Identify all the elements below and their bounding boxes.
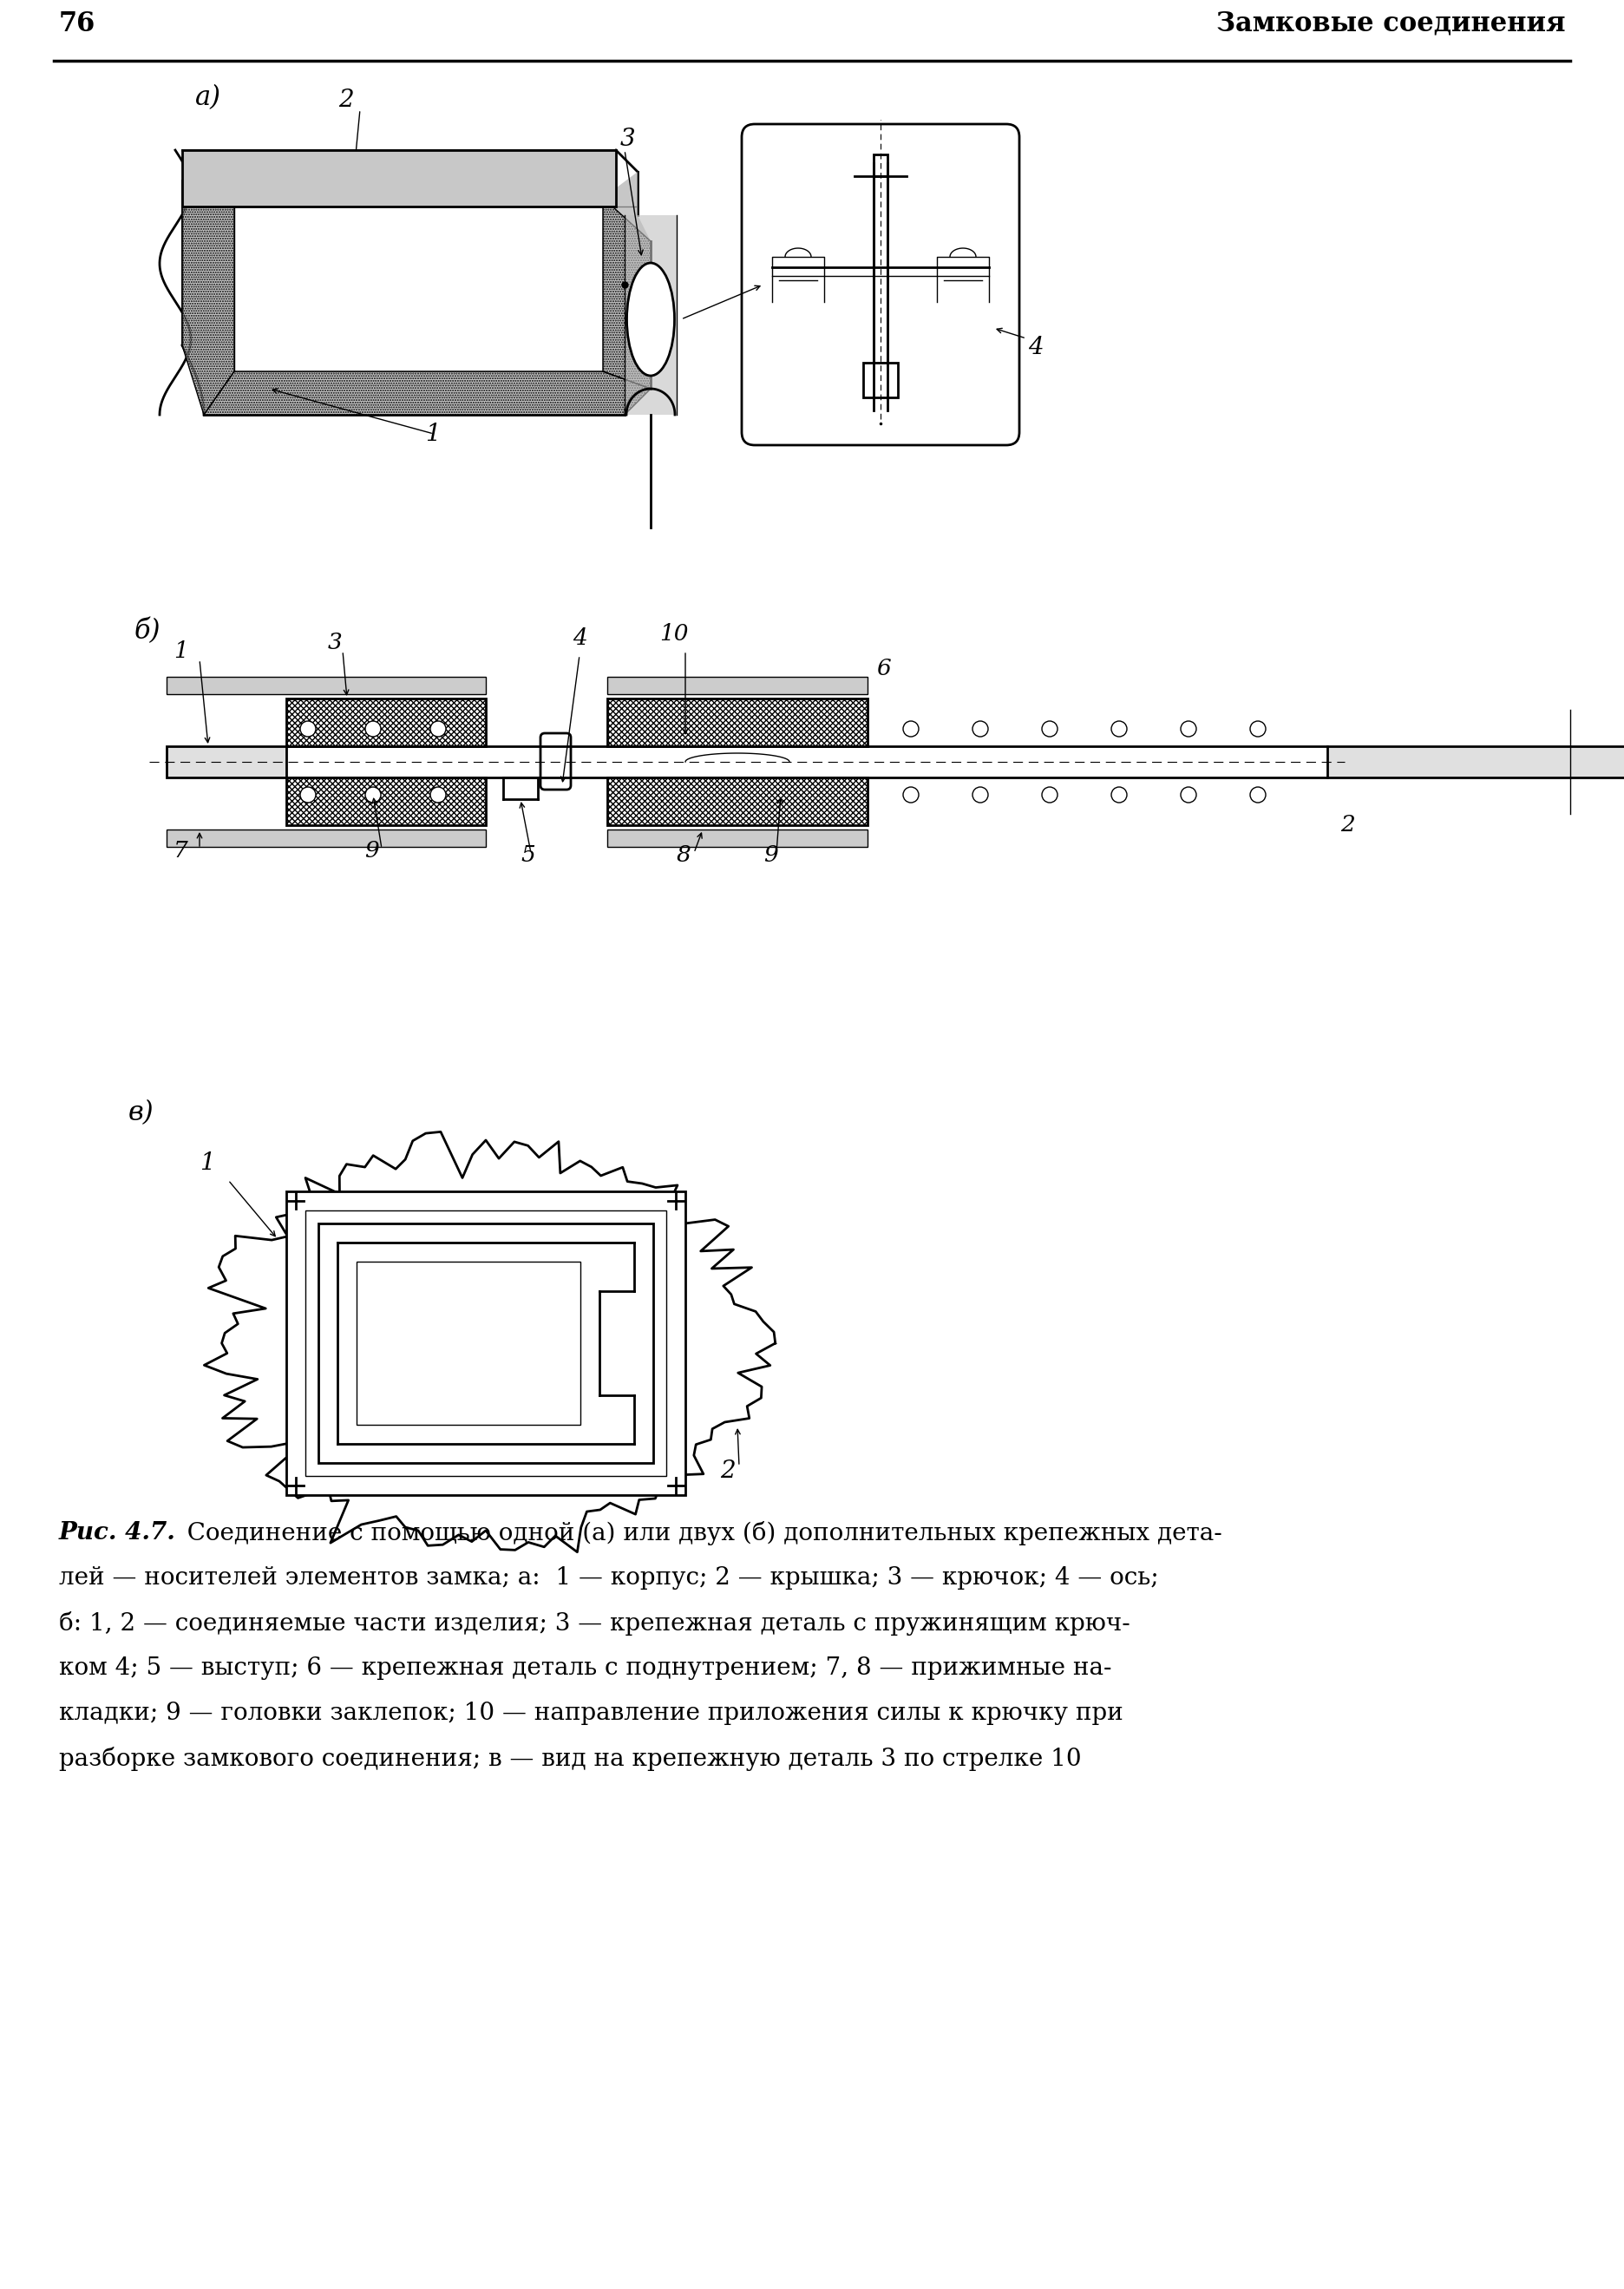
Bar xyxy=(607,829,867,847)
Text: 4: 4 xyxy=(447,1456,463,1479)
Bar xyxy=(607,778,867,826)
Circle shape xyxy=(1111,787,1127,803)
Text: 6: 6 xyxy=(877,657,890,680)
Polygon shape xyxy=(603,172,651,240)
Polygon shape xyxy=(182,172,234,414)
FancyBboxPatch shape xyxy=(742,124,1020,444)
Circle shape xyxy=(430,787,447,803)
Bar xyxy=(874,176,887,362)
Text: 2: 2 xyxy=(1340,815,1354,835)
Text: 10: 10 xyxy=(659,623,689,645)
Text: б: 1, 2 — соединяемые части изделия; 3 — крепежная деталь с пружинящим крюч-: б: 1, 2 — соединяемые части изделия; 3 —… xyxy=(58,1611,1130,1637)
Text: Соединение с помощью одной (а) или двух (б) дополнительных крепежных дета-: Соединение с помощью одной (а) или двух … xyxy=(172,1522,1223,1545)
Bar xyxy=(607,698,867,746)
Text: 2: 2 xyxy=(719,1460,736,1483)
FancyBboxPatch shape xyxy=(541,732,570,790)
Polygon shape xyxy=(205,371,651,414)
Bar xyxy=(864,362,898,398)
Text: 3: 3 xyxy=(620,128,635,151)
Circle shape xyxy=(300,721,315,737)
Text: 1: 1 xyxy=(425,423,440,446)
Text: 9: 9 xyxy=(364,840,378,861)
Text: 2: 2 xyxy=(338,89,354,112)
Text: 8: 8 xyxy=(677,845,692,865)
Circle shape xyxy=(365,721,382,737)
Text: 4: 4 xyxy=(1028,336,1043,359)
Ellipse shape xyxy=(627,263,674,375)
Text: а): а) xyxy=(195,85,221,112)
Circle shape xyxy=(300,787,315,803)
Circle shape xyxy=(430,721,447,737)
Polygon shape xyxy=(182,151,615,206)
Bar xyxy=(318,1222,653,1463)
Text: 4: 4 xyxy=(573,627,588,650)
Bar xyxy=(167,829,486,847)
Circle shape xyxy=(1181,787,1197,803)
Circle shape xyxy=(1250,721,1265,737)
Circle shape xyxy=(1250,787,1265,803)
Circle shape xyxy=(903,721,919,737)
Bar xyxy=(167,746,286,778)
Text: 1: 1 xyxy=(174,641,188,662)
Circle shape xyxy=(1111,721,1127,737)
Bar xyxy=(305,1211,666,1476)
Text: 3: 3 xyxy=(328,632,343,652)
Circle shape xyxy=(365,787,382,803)
Text: 1: 1 xyxy=(200,1151,214,1174)
Circle shape xyxy=(1043,787,1057,803)
Circle shape xyxy=(973,721,987,737)
Polygon shape xyxy=(625,215,677,414)
Bar xyxy=(286,698,486,746)
Bar xyxy=(874,153,887,176)
Bar xyxy=(607,678,867,694)
Text: 5: 5 xyxy=(521,845,534,865)
Text: в): в) xyxy=(128,1099,154,1126)
Circle shape xyxy=(1043,721,1057,737)
Text: разборке замкового соединения; в — вид на крепежную деталь 3 по стрелке 10: разборке замкового соединения; в — вид н… xyxy=(58,1747,1082,1772)
Text: Рис. 4.7.: Рис. 4.7. xyxy=(58,1522,175,1545)
Bar xyxy=(357,1261,580,1424)
Text: Замковые соединения: Замковые соединения xyxy=(1216,11,1566,37)
Text: 76: 76 xyxy=(58,11,96,37)
Text: 7: 7 xyxy=(174,840,188,861)
Text: б): б) xyxy=(135,618,161,645)
Polygon shape xyxy=(205,1131,775,1552)
Circle shape xyxy=(973,787,987,803)
Circle shape xyxy=(903,787,919,803)
Circle shape xyxy=(1181,721,1197,737)
Polygon shape xyxy=(603,197,651,389)
Bar xyxy=(1327,746,1624,778)
Text: 9: 9 xyxy=(763,845,778,865)
Ellipse shape xyxy=(627,263,674,375)
Bar xyxy=(286,778,486,826)
Text: 5: 5 xyxy=(503,1456,518,1479)
Text: ком 4; 5 — выступ; 6 — крепежная деталь с поднутрением; 7, 8 — прижимные на-: ком 4; 5 — выступ; 6 — крепежная деталь … xyxy=(58,1657,1112,1680)
Text: лей — носителей элементов замка; а:  1 — корпус; 2 — крышка; 3 — крючок; 4 — ось: лей — носителей элементов замка; а: 1 — … xyxy=(58,1566,1158,1589)
Text: кладки; 9 — головки заклепок; 10 — направление приложения силы к крючку при: кладки; 9 — головки заклепок; 10 — напра… xyxy=(58,1701,1124,1726)
Bar xyxy=(167,678,486,694)
Bar xyxy=(286,1190,685,1495)
